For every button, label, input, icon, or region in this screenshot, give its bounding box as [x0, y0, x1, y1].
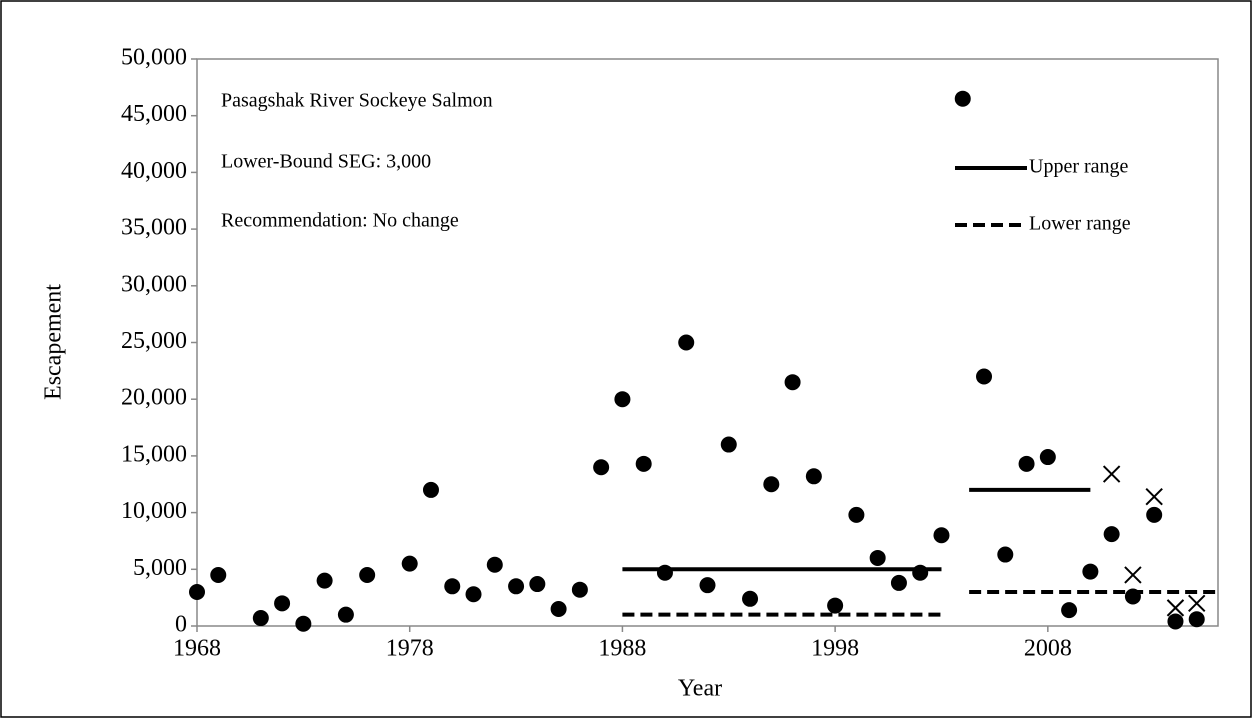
x-point: [1166, 599, 1185, 617]
point: [571, 581, 588, 598]
x-point: [1124, 566, 1142, 584]
point: [1103, 526, 1120, 543]
point: [401, 555, 418, 572]
point: [1061, 602, 1078, 619]
point: [1188, 611, 1205, 628]
point: [912, 564, 929, 581]
point: [529, 576, 546, 593]
point: [295, 615, 312, 632]
point: [933, 527, 950, 544]
point: [189, 583, 205, 600]
point: [465, 586, 482, 603]
point: [848, 506, 865, 523]
range-line: [622, 589, 1218, 617]
y-tick-label: 10,000: [121, 498, 187, 524]
x-tick-label: 1978: [386, 636, 434, 662]
point: [784, 374, 801, 391]
point: [337, 606, 354, 623]
y-tick-label: 0: [175, 612, 187, 638]
point: [444, 578, 461, 595]
y-tick-label: 15,000: [121, 441, 187, 467]
y-tick-label: 40,000: [121, 158, 187, 184]
point: [550, 600, 567, 617]
point: [997, 546, 1014, 563]
x-tick-label: 2008: [1024, 636, 1072, 662]
point: [1039, 449, 1056, 466]
x-point: [1188, 594, 1206, 613]
point: [1146, 506, 1163, 523]
point: [1082, 563, 1099, 580]
point: [678, 334, 695, 351]
x-point: [1145, 488, 1163, 506]
point: [210, 566, 227, 583]
point: [742, 590, 759, 607]
y-tick-label: 20,000: [121, 385, 187, 411]
point: [720, 436, 737, 453]
y-tick-label: 35,000: [121, 215, 187, 241]
point: [763, 476, 780, 493]
point: [316, 572, 333, 589]
point: [1018, 455, 1035, 472]
y-tick-label: 25,000: [121, 328, 187, 354]
legend-label: Lower range: [1029, 213, 1131, 235]
point: [699, 577, 716, 594]
y-axis-label: Escapement: [41, 284, 67, 400]
x-point: [1102, 465, 1121, 483]
y-tick-label: 30,000: [121, 271, 187, 297]
plot-area: [196, 58, 1219, 627]
annotation: Recommendation: No change: [221, 210, 459, 232]
point: [890, 574, 907, 591]
x-tick-label: 1998: [811, 636, 859, 662]
point: [1167, 613, 1184, 630]
point: [827, 597, 844, 614]
range-line: [622, 487, 1091, 572]
legend-label: Upper range: [1029, 156, 1129, 178]
annotation: Lower-Bound SEG: 3,000: [221, 151, 431, 173]
annotation: Pasagshak River Sockeye Salmon: [221, 90, 493, 112]
point: [359, 566, 376, 583]
point: [274, 595, 291, 612]
point: [805, 468, 822, 485]
x-tick-label: 1988: [598, 636, 646, 662]
y-tick-label: 5,000: [133, 555, 187, 581]
point: [422, 481, 439, 498]
x-axis-label: Year: [678, 676, 722, 702]
point: [252, 610, 269, 627]
point: [976, 368, 993, 385]
x-tick-label: 1968: [173, 636, 221, 662]
y-tick-label: 45,000: [121, 101, 187, 127]
point: [954, 90, 971, 107]
point: [486, 556, 503, 573]
y-tick-label: 50,000: [121, 45, 187, 71]
point: [508, 578, 525, 595]
point: [656, 564, 673, 581]
point: [635, 455, 652, 472]
point: [614, 391, 631, 408]
point: [593, 459, 610, 476]
point: [869, 549, 886, 566]
